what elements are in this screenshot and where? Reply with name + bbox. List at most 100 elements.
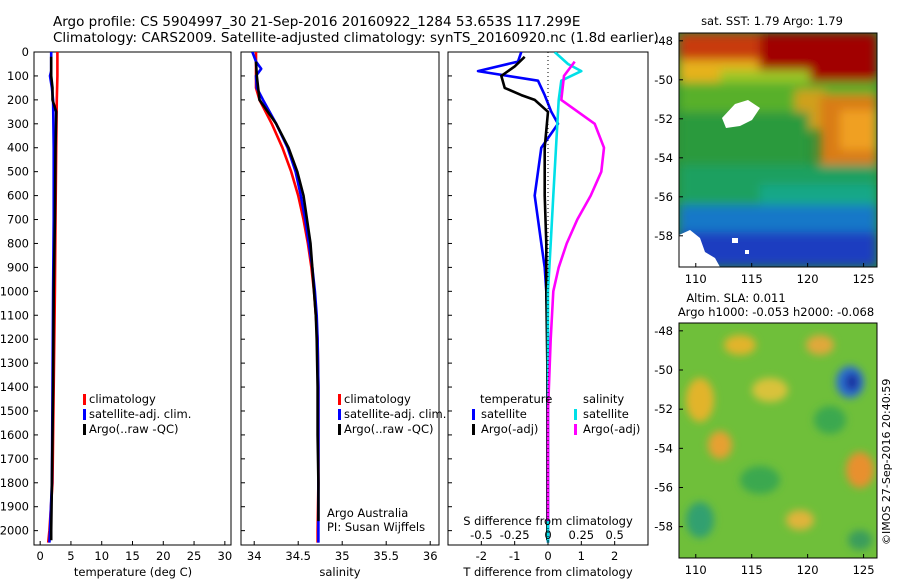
legend-item: Argo(..raw -QC) <box>344 422 434 436</box>
difference-series-3 <box>546 60 606 522</box>
sla-map-ytick-label: -56 <box>654 481 673 495</box>
depth-tick-label: 300 <box>7 117 29 131</box>
sdiff-tick-label: -0.25 <box>500 528 530 542</box>
legend-swatch <box>574 424 577 435</box>
sst-map-xtick-label: 125 <box>853 272 875 286</box>
salinity-series-1 <box>251 52 320 543</box>
depth-tick-label: 600 <box>7 189 29 203</box>
legend-item: Argo(-adj) <box>583 422 640 436</box>
sst-map-frame <box>678 32 878 268</box>
legend-item: Argo(-adj) <box>481 422 538 436</box>
legend-item: satellite <box>481 407 527 421</box>
legend-item: climatology <box>344 392 411 406</box>
salinity-axis-label: salinity <box>319 565 360 579</box>
legend-swatch <box>472 409 475 420</box>
depth-tick-label: 1300 <box>0 356 29 370</box>
salinity-tick-label: 35.5 <box>373 549 399 563</box>
legend-item: satellite <box>583 407 629 421</box>
sdiff-axis-label: S difference from climatology <box>463 514 633 528</box>
sla-map-title-line2: Argo h1000: -0.053 h2000: -0.068 <box>678 305 874 319</box>
temperature-tick-label: 0 <box>36 549 43 563</box>
legend-item: satellite-adj. clim. <box>344 407 446 421</box>
tdiff-tick-label: -1 <box>509 549 520 563</box>
sst-map-image <box>679 33 877 267</box>
temperature-axis-label: temperature (deg C) <box>74 565 192 579</box>
sst-map-title: sat. SST: 1.79 Argo: 1.79 <box>701 14 843 28</box>
depth-tick-label: 0 <box>22 45 29 59</box>
salinity-series-0 <box>254 52 320 543</box>
salinity-tick-label: 34 <box>247 549 262 563</box>
sst-map-xtick-label: 120 <box>797 272 819 286</box>
tdiff-tick-label: -2 <box>476 549 487 563</box>
depth-tick-label: 1600 <box>0 428 29 442</box>
depth-tick-label: 900 <box>7 260 29 274</box>
temperature-tick-label: 30 <box>218 549 233 563</box>
legend-item: climatology <box>89 392 156 406</box>
sla-map-image <box>679 323 877 558</box>
sla-map-title-line1: Altim. SLA: 0.011 <box>686 291 785 305</box>
sla-map-xtick-label: 115 <box>741 563 763 577</box>
legend-swatch <box>338 424 341 435</box>
tdiff-tick-label: 2 <box>611 549 618 563</box>
panel-frame-salinity <box>240 51 440 546</box>
sla-map-xtick-label: 125 <box>853 563 875 577</box>
profile-title: Argo profile: CS 5904997_30 21-Sep-2016 … <box>53 14 581 30</box>
salinity-series-group <box>251 52 320 543</box>
panel-frame-temperature <box>33 51 232 546</box>
depth-tick-label: 1100 <box>0 308 29 322</box>
tdiff-tick-label: 1 <box>578 549 585 563</box>
depth-tick-label: 400 <box>7 141 29 155</box>
sla-map-ytick-label: -48 <box>654 324 673 338</box>
sst-map-ytick-label: -48 <box>654 34 673 48</box>
difference-series-group <box>476 52 606 543</box>
sdiff-tick-label: 0 <box>544 528 551 542</box>
legend-swatch <box>83 424 86 435</box>
sdiff-tick-label: 0.5 <box>606 528 624 542</box>
depth-tick-label: 500 <box>7 165 29 179</box>
temperature-tick-label: 25 <box>187 549 202 563</box>
sst-map-ytick-label: -56 <box>654 190 673 204</box>
legend-swatch <box>83 409 86 420</box>
argo-annotation: PI: Susan Wijffels <box>327 520 425 534</box>
sst-map-ytick-label: -50 <box>654 73 673 87</box>
salinity-tick-label: 34.5 <box>285 549 311 563</box>
sla-map-xtick-label: 120 <box>797 563 819 577</box>
sst-map-ytick-label: -54 <box>654 151 673 165</box>
sla-map-ytick-label: -58 <box>654 520 673 534</box>
sla-map-ytick-label: -50 <box>654 363 673 377</box>
temperature-series-2 <box>49 56 58 541</box>
temperature-tick-label: 10 <box>94 549 109 563</box>
argo-annotation: Argo Australia <box>327 506 408 520</box>
legend-heading-temperature: temperature <box>480 392 552 406</box>
depth-tick-label: 1500 <box>0 404 29 418</box>
temperature-tick-label: 15 <box>125 549 140 563</box>
temperature-tick-label: 20 <box>156 549 171 563</box>
depth-tick-label: 1700 <box>0 452 29 466</box>
temperature-series-group <box>46 52 59 543</box>
legend-swatch <box>338 409 341 420</box>
tdiff-tick-label: 0 <box>544 549 551 563</box>
legend-item: satellite-adj. clim. <box>89 407 191 421</box>
temperature-tick-label: 5 <box>67 549 74 563</box>
sst-map-xtick-label: 115 <box>741 272 763 286</box>
sla-map-ytick-label: -52 <box>654 402 673 416</box>
legend-swatch <box>83 394 86 405</box>
depth-tick-label: 800 <box>7 236 29 250</box>
legend-item: Argo(..raw -QC) <box>89 422 179 436</box>
sst-map-ytick-label: -52 <box>654 112 673 126</box>
sdiff-tick-label: 0.25 <box>569 528 595 542</box>
legend-swatch <box>338 394 341 405</box>
sdiff-tick-label: -0.5 <box>470 528 492 542</box>
climatology-title: Climatology: CARS2009. Satellite-adjuste… <box>53 30 659 46</box>
depth-tick-label: 1800 <box>0 476 29 490</box>
legend-heading-salinity: salinity <box>583 392 624 406</box>
depth-tick-label: 700 <box>7 213 29 227</box>
depth-tick-label: 1900 <box>0 500 29 514</box>
depth-tick-label: 100 <box>7 69 29 83</box>
sst-map-ytick-label: -58 <box>654 229 673 243</box>
legend-swatch <box>574 409 577 420</box>
salinity-tick-label: 35 <box>335 549 350 563</box>
imos-credit: ©IMOS 27-Sep-2016 20:40:59 <box>880 379 893 545</box>
salinity-tick-label: 36 <box>423 549 438 563</box>
